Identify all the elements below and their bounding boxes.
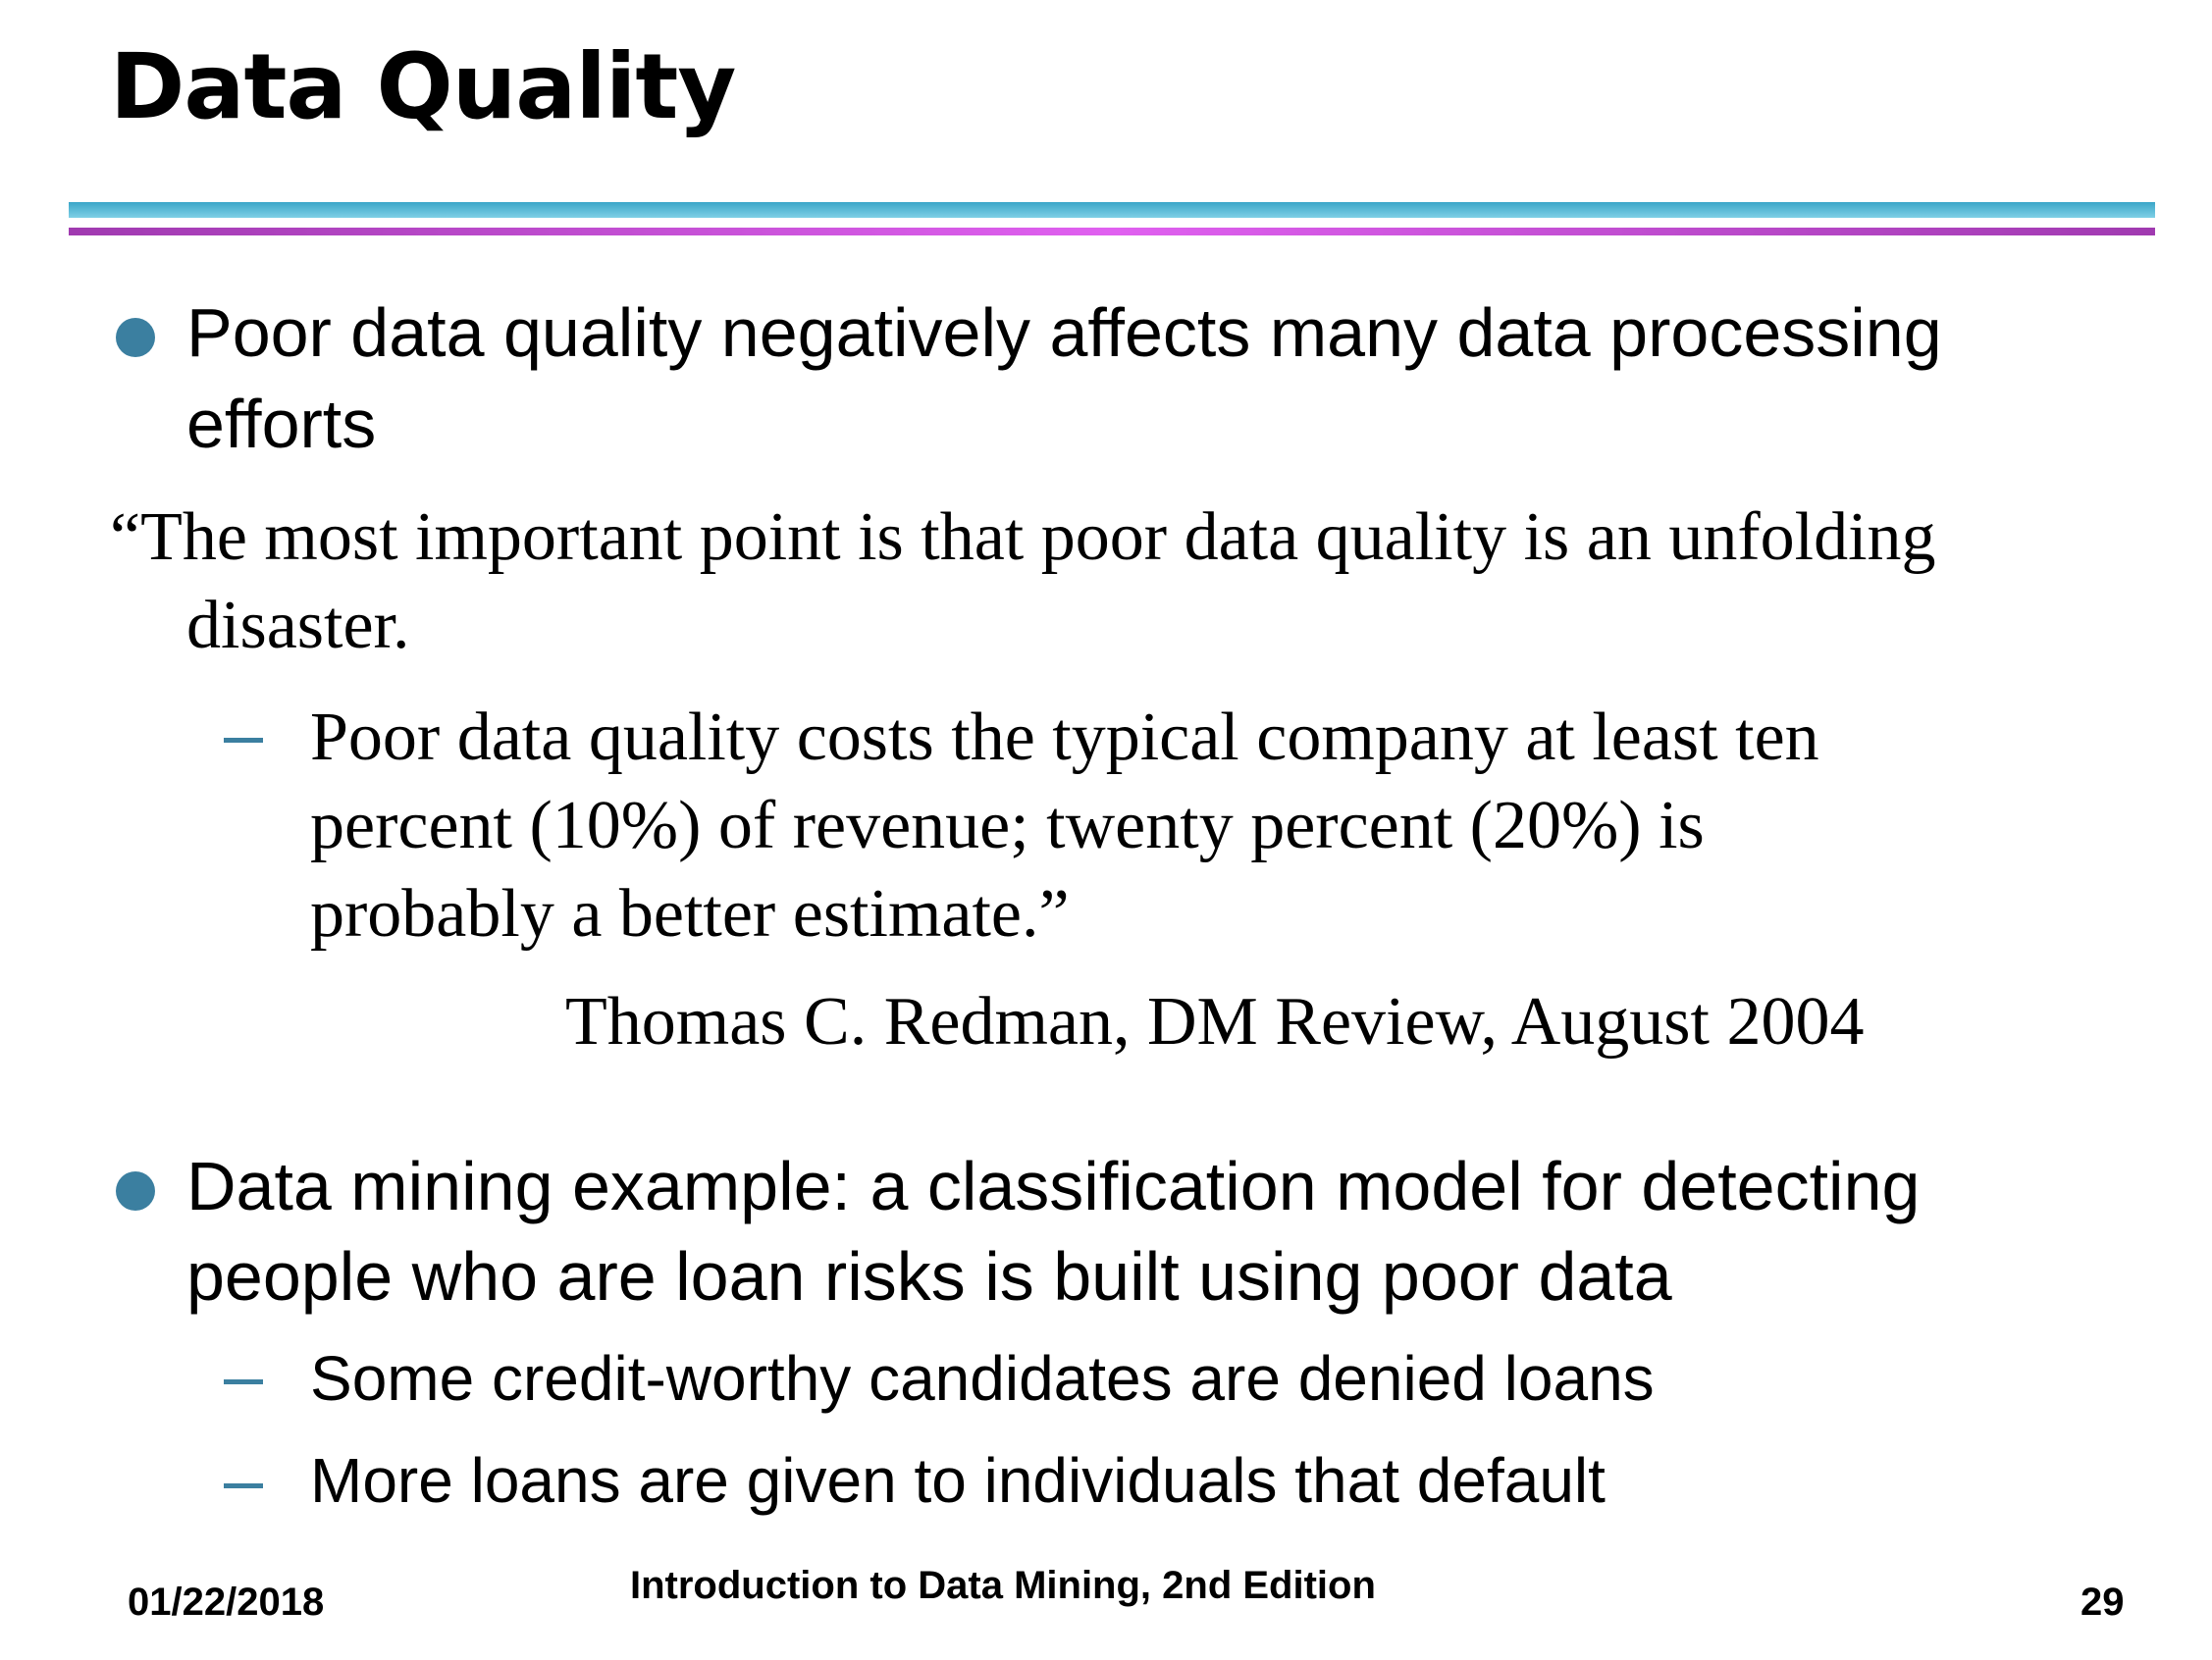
bullet1-line1: Poor data quality negatively affects man…	[186, 294, 1942, 371]
quote-sub-line1: Poor data quality costs the typical comp…	[310, 700, 1819, 775]
title-rule-bottom	[69, 228, 2155, 235]
dash-icon	[224, 1483, 263, 1488]
dash-icon	[224, 1379, 263, 1384]
bullet-dot-icon	[116, 1171, 155, 1211]
bullet2-line1: Data mining example: a classification mo…	[186, 1148, 1921, 1224]
quote-sub-line2: percent (10%) of revenue; twenty percent…	[310, 788, 1705, 863]
quote-line1: “The most important point is that poor d…	[110, 499, 1936, 575]
footer-course: Introduction to Data Mining, 2nd Edition	[630, 1564, 1376, 1607]
bullet2-line2: people who are loan risks is built using…	[186, 1238, 1672, 1315]
quote-sub-line3: probably a better estimate.”	[310, 876, 1070, 952]
bullet1-line2: efforts	[186, 386, 377, 462]
bullet-dot-icon	[116, 318, 155, 357]
footer-page-number: 29	[2080, 1581, 2125, 1624]
footer-date: 01/22/2018	[128, 1581, 325, 1624]
slide-title: Data Quality	[110, 34, 736, 139]
bullet2-sub1: Some credit-worthy candidates are denied…	[310, 1343, 1655, 1414]
quote-line2: disaster.	[186, 588, 410, 663]
title-rule-top	[69, 202, 2155, 218]
dash-icon	[224, 738, 263, 743]
quote-attribution: Thomas C. Redman, DM Review, August 2004	[565, 984, 1865, 1060]
bullet2-sub2: More loans are given to individuals that…	[310, 1445, 1606, 1516]
